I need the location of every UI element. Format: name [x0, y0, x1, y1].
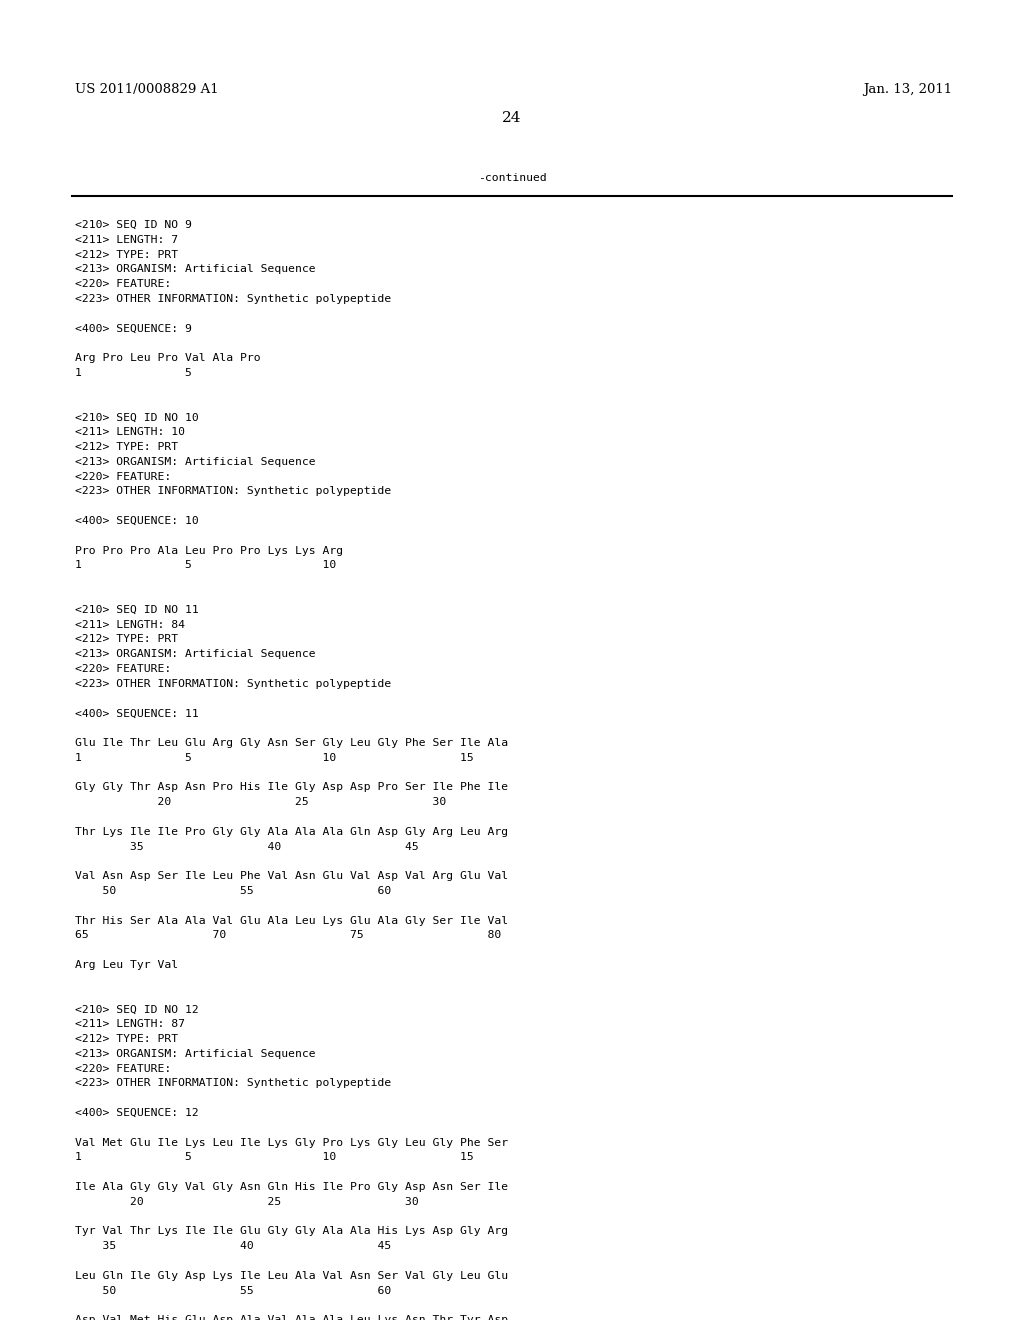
Text: <223> OTHER INFORMATION: Synthetic polypeptide: <223> OTHER INFORMATION: Synthetic polyp… [75, 1078, 391, 1089]
Text: 1               5: 1 5 [75, 368, 191, 378]
Text: 20                  25                  30: 20 25 30 [75, 1197, 419, 1206]
Text: <211> LENGTH: 10: <211> LENGTH: 10 [75, 428, 185, 437]
Text: 20                  25                  30: 20 25 30 [75, 797, 446, 808]
Text: Arg Pro Leu Pro Val Ala Pro: Arg Pro Leu Pro Val Ala Pro [75, 354, 261, 363]
Text: Glu Ile Thr Leu Glu Arg Gly Asn Ser Gly Leu Gly Phe Ser Ile Ala: Glu Ile Thr Leu Glu Arg Gly Asn Ser Gly … [75, 738, 508, 748]
Text: <223> OTHER INFORMATION: Synthetic polypeptide: <223> OTHER INFORMATION: Synthetic polyp… [75, 486, 391, 496]
Text: 1               5                   10                  15: 1 5 10 15 [75, 1152, 474, 1163]
Text: Val Asn Asp Ser Ile Leu Phe Val Asn Glu Val Asp Val Arg Glu Val: Val Asn Asp Ser Ile Leu Phe Val Asn Glu … [75, 871, 508, 882]
Text: Val Met Glu Ile Lys Leu Ile Lys Gly Pro Lys Gly Leu Gly Phe Ser: Val Met Glu Ile Lys Leu Ile Lys Gly Pro … [75, 1138, 508, 1147]
Text: <212> TYPE: PRT: <212> TYPE: PRT [75, 442, 178, 451]
Text: <220> FEATURE:: <220> FEATURE: [75, 664, 171, 675]
Text: Ile Ala Gly Gly Val Gly Asn Gln His Ile Pro Gly Asp Asn Ser Ile: Ile Ala Gly Gly Val Gly Asn Gln His Ile … [75, 1181, 508, 1192]
Text: <223> OTHER INFORMATION: Synthetic polypeptide: <223> OTHER INFORMATION: Synthetic polyp… [75, 294, 391, 304]
Text: 50                  55                  60: 50 55 60 [75, 1286, 391, 1296]
Text: 1               5                   10                  15: 1 5 10 15 [75, 752, 474, 763]
Text: <220> FEATURE:: <220> FEATURE: [75, 1064, 171, 1073]
Text: <211> LENGTH: 84: <211> LENGTH: 84 [75, 619, 185, 630]
Text: 65                  70                  75                  80: 65 70 75 80 [75, 931, 502, 940]
Text: <223> OTHER INFORMATION: Synthetic polypeptide: <223> OTHER INFORMATION: Synthetic polyp… [75, 678, 391, 689]
Text: <213> ORGANISM: Artificial Sequence: <213> ORGANISM: Artificial Sequence [75, 457, 315, 467]
Text: <211> LENGTH: 7: <211> LENGTH: 7 [75, 235, 178, 244]
Text: 35                  40                  45: 35 40 45 [75, 842, 419, 851]
Text: <210> SEQ ID NO 11: <210> SEQ ID NO 11 [75, 605, 199, 615]
Text: <220> FEATURE:: <220> FEATURE: [75, 471, 171, 482]
Text: -continued: -continued [477, 173, 547, 183]
Text: Asp Val Met His Glu Asp Ala Val Ala Ala Leu Lys Asn Thr Tyr Asp: Asp Val Met His Glu Asp Ala Val Ala Ala … [75, 1315, 508, 1320]
Text: <212> TYPE: PRT: <212> TYPE: PRT [75, 1034, 178, 1044]
Text: <213> ORGANISM: Artificial Sequence: <213> ORGANISM: Artificial Sequence [75, 649, 315, 659]
Text: <210> SEQ ID NO 10: <210> SEQ ID NO 10 [75, 412, 199, 422]
Text: <212> TYPE: PRT: <212> TYPE: PRT [75, 249, 178, 260]
Text: <213> ORGANISM: Artificial Sequence: <213> ORGANISM: Artificial Sequence [75, 1049, 315, 1059]
Text: Pro Pro Pro Ala Leu Pro Pro Lys Lys Arg: Pro Pro Pro Ala Leu Pro Pro Lys Lys Arg [75, 545, 343, 556]
Text: 1               5                   10: 1 5 10 [75, 561, 336, 570]
Text: <400> SEQUENCE: 9: <400> SEQUENCE: 9 [75, 323, 191, 334]
Text: Thr His Ser Ala Ala Val Glu Ala Leu Lys Glu Ala Gly Ser Ile Val: Thr His Ser Ala Ala Val Glu Ala Leu Lys … [75, 916, 508, 925]
Text: Thr Lys Ile Ile Pro Gly Gly Ala Ala Ala Gln Asp Gly Arg Leu Arg: Thr Lys Ile Ile Pro Gly Gly Ala Ala Ala … [75, 826, 508, 837]
Text: <210> SEQ ID NO 9: <210> SEQ ID NO 9 [75, 220, 191, 230]
Text: Leu Gln Ile Gly Asp Lys Ile Leu Ala Val Asn Ser Val Gly Leu Glu: Leu Gln Ile Gly Asp Lys Ile Leu Ala Val … [75, 1271, 508, 1280]
Text: Tyr Val Thr Lys Ile Ile Glu Gly Gly Ala Ala His Lys Asp Gly Arg: Tyr Val Thr Lys Ile Ile Glu Gly Gly Ala … [75, 1226, 508, 1237]
Text: Jan. 13, 2011: Jan. 13, 2011 [863, 83, 952, 96]
Text: Arg Leu Tyr Val: Arg Leu Tyr Val [75, 960, 178, 970]
Text: 50                  55                  60: 50 55 60 [75, 886, 391, 896]
Text: <400> SEQUENCE: 11: <400> SEQUENCE: 11 [75, 709, 199, 718]
Text: 24: 24 [502, 111, 522, 125]
Text: <213> ORGANISM: Artificial Sequence: <213> ORGANISM: Artificial Sequence [75, 264, 315, 275]
Text: <400> SEQUENCE: 10: <400> SEQUENCE: 10 [75, 516, 199, 525]
Text: <212> TYPE: PRT: <212> TYPE: PRT [75, 635, 178, 644]
Text: <210> SEQ ID NO 12: <210> SEQ ID NO 12 [75, 1005, 199, 1014]
Text: US 2011/0008829 A1: US 2011/0008829 A1 [75, 83, 219, 96]
Text: <220> FEATURE:: <220> FEATURE: [75, 280, 171, 289]
Text: <400> SEQUENCE: 12: <400> SEQUENCE: 12 [75, 1107, 199, 1118]
Text: <211> LENGTH: 87: <211> LENGTH: 87 [75, 1019, 185, 1030]
Text: Gly Gly Thr Asp Asn Pro His Ile Gly Asp Asp Pro Ser Ile Phe Ile: Gly Gly Thr Asp Asn Pro His Ile Gly Asp … [75, 783, 508, 792]
Text: 35                  40                  45: 35 40 45 [75, 1241, 391, 1251]
